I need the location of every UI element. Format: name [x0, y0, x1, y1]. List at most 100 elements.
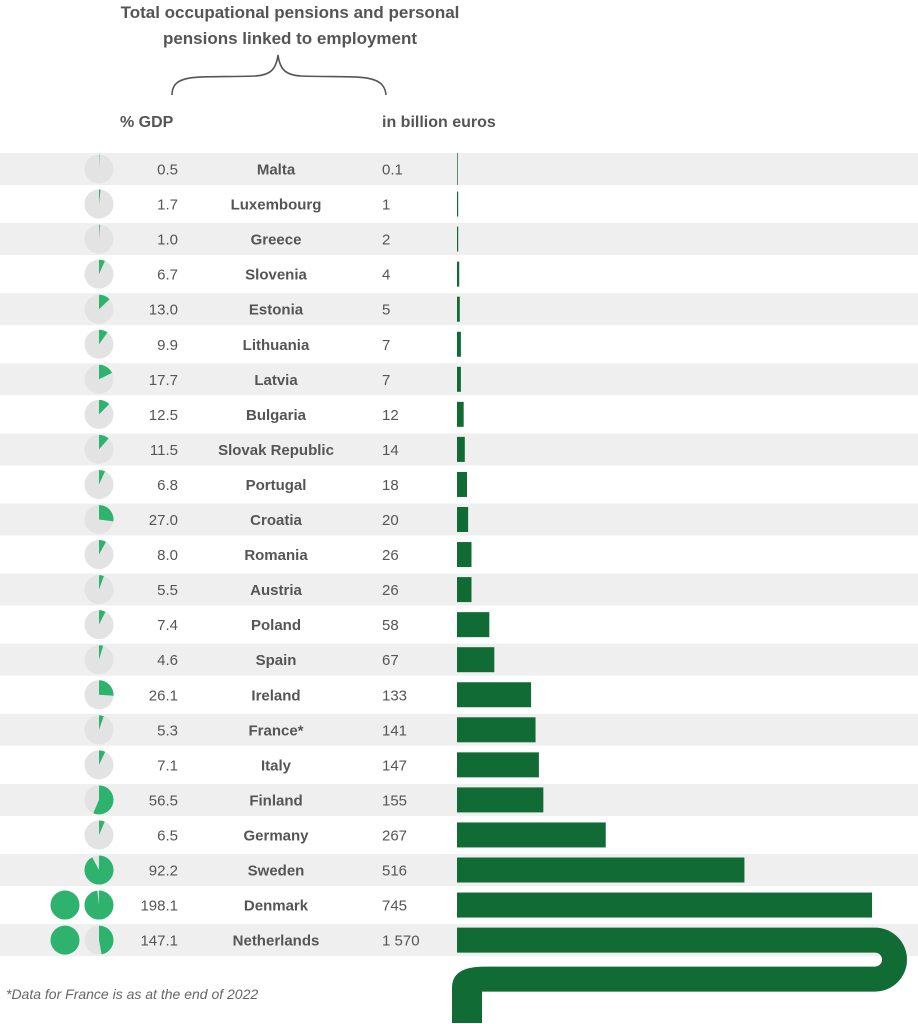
euro-value-label: 5 — [382, 302, 390, 319]
gdp-label: 92.2 — [149, 863, 178, 880]
euro-value-label: 58 — [382, 617, 399, 634]
gdp-label: 27.0 — [149, 512, 178, 529]
country-label: Germany — [243, 827, 309, 844]
country-label: Slovenia — [245, 267, 307, 284]
country-label: France* — [248, 722, 303, 739]
euro-value-label: 1 570 — [382, 933, 420, 950]
gdp-label: 12.5 — [149, 407, 178, 424]
gdp-label: 6.7 — [157, 267, 178, 284]
euro-value-label: 155 — [382, 792, 407, 809]
gdp-pie-slice — [99, 715, 104, 730]
gdp-pie — [84, 224, 114, 254]
country-label: Lithuania — [243, 337, 310, 354]
country-label: Latvia — [254, 372, 298, 389]
gdp-label: 198.1 — [140, 898, 178, 915]
gdp-pie — [84, 610, 114, 640]
gdp-pie — [84, 750, 114, 780]
gdp-pie — [84, 399, 114, 429]
euro-bar — [457, 682, 532, 708]
euro-bar — [457, 436, 465, 462]
row-band — [0, 223, 918, 256]
euro-value-label: 745 — [382, 898, 407, 915]
country-label: Estonia — [249, 302, 304, 319]
country-label: Netherlands — [233, 933, 320, 950]
gdp-pie-slice — [99, 294, 110, 310]
gdp-pie-slice — [99, 224, 100, 240]
row-band — [0, 153, 918, 185]
country-label: Luxembourg — [231, 197, 322, 214]
gdp-pie-slice — [99, 364, 112, 380]
gdp-label: 6.8 — [157, 477, 178, 494]
country-label: Greece — [251, 232, 302, 249]
euro-bar — [457, 401, 464, 427]
gdp-pie-slice — [99, 505, 114, 522]
country-label: Bulgaria — [246, 407, 307, 424]
gdp-pie-full-slice — [50, 890, 80, 920]
gdp-pie-slice — [99, 434, 109, 450]
gdp-label: 7.1 — [157, 757, 178, 774]
gdp-pie-slice — [99, 259, 105, 275]
gdp-pie — [84, 434, 114, 464]
gdp-value-labels: 0.5 1.7 1.0 6.7 13.0 9.9 17.7 12.5 11.5 6.8 27.0 8.… — [140, 162, 178, 950]
gdp-label: 11.5 — [150, 442, 178, 459]
euro-bar — [457, 366, 461, 392]
gdp-pie — [84, 890, 114, 920]
gdp-pie-slice — [93, 785, 114, 815]
euro-bar — [457, 296, 460, 322]
euro-value-label: 7 — [382, 372, 390, 389]
euro-value-label: 67 — [382, 652, 399, 669]
gdp-pie-slice — [99, 189, 101, 205]
gdp-pie-slice — [99, 925, 114, 955]
gdp-label: 147.1 — [140, 933, 178, 950]
gdp-pie-slice — [99, 540, 106, 555]
gdp-pie — [84, 505, 114, 534]
euro-bar — [457, 577, 472, 603]
gdp-pie-full-slice — [50, 925, 80, 955]
gdp-pie-slice — [99, 610, 106, 625]
country-label: Italy — [261, 757, 292, 774]
gdp-label: 26.1 — [149, 687, 178, 704]
gdp-pie — [84, 925, 114, 955]
euro-value-label: 516 — [382, 863, 407, 880]
euro-value-label: 133 — [382, 687, 407, 704]
gdp-pie — [84, 294, 114, 324]
euro-bar — [457, 612, 490, 638]
gdp-label: 6.5 — [157, 827, 178, 844]
gdp-pie-slice — [99, 399, 110, 415]
euro-bar — [457, 542, 472, 568]
gdp-pie-slice — [99, 645, 104, 660]
euro-value-label: 141 — [382, 722, 407, 739]
euro-value-label: 20 — [382, 512, 399, 529]
chart-title: Total occupational pensions and personal… — [60, 0, 520, 52]
gdp-label: 8.0 — [157, 547, 178, 564]
euro-value-label: 0.1 — [382, 162, 403, 179]
euro-bar-overflow — [452, 927, 907, 1023]
gdp-pie — [84, 575, 114, 605]
gdp-column-header: % GDP — [120, 114, 174, 131]
euro-bar — [457, 153, 458, 185]
euro-bar — [457, 261, 460, 287]
gdp-label: 5.3 — [157, 722, 178, 739]
gdp-label: 56.5 — [149, 792, 178, 809]
euro-value-label: 14 — [382, 442, 399, 459]
gdp-pie-slice — [99, 329, 108, 345]
gdp-label: 13.0 — [149, 302, 178, 319]
country-label: Ireland — [251, 687, 300, 704]
country-label: Portugal — [246, 477, 307, 494]
header-brace — [171, 54, 387, 96]
euro-bar — [457, 822, 606, 848]
country-label: Spain — [256, 652, 297, 669]
gdp-label: 17.7 — [149, 372, 178, 389]
euro-column-header: in billion euros — [382, 114, 496, 131]
euro-value-label: 1 — [382, 197, 390, 214]
euro-bar — [457, 331, 461, 357]
euro-value-label: 18 — [382, 477, 399, 494]
euro-bar — [457, 787, 544, 813]
gdp-pie — [84, 189, 114, 219]
gdp-pie-slice — [99, 820, 105, 835]
country-label: Sweden — [248, 863, 305, 880]
gdp-pie-slice — [99, 750, 106, 765]
gdp-pie — [84, 469, 114, 499]
gdp-label: 7.4 — [157, 617, 178, 634]
gdp-pies — [50, 154, 114, 955]
